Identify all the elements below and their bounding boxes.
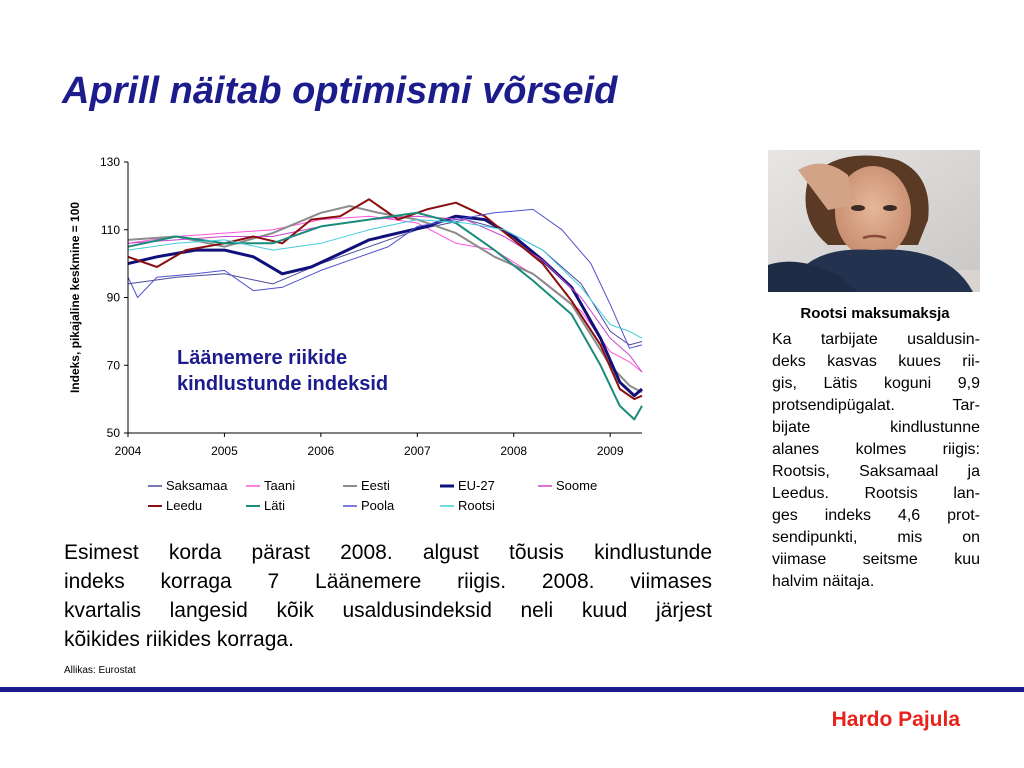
author-name: Hardo Pajula xyxy=(831,708,960,731)
x-tick-label: 2007 xyxy=(404,444,431,458)
body-line: kvartalis langesid kõik usaldusindeksid … xyxy=(64,599,712,622)
legend-label: Taani xyxy=(264,478,295,493)
caption-line: protsendipügalat. Tar- xyxy=(772,397,980,414)
photo-worried-woman xyxy=(768,150,980,292)
legend-label: Soome xyxy=(556,478,597,493)
source-note: Allikas: Eurostat xyxy=(64,665,136,676)
axes: 50 70 90 110 130 2004 2005 2006 2007 2008 2009 xyxy=(100,155,642,458)
body-line: Esimest korda pärast 2008. algust tõusis… xyxy=(64,541,712,564)
body-paragraph: Esimest korda pärast 2008. algust tõusis… xyxy=(64,538,712,654)
y-tick-label: 110 xyxy=(101,223,120,237)
series-line-soome xyxy=(127,215,643,373)
y-tick-label: 90 xyxy=(107,291,121,305)
legend-label: Eesti xyxy=(361,478,390,493)
legend-label: Poola xyxy=(361,498,395,513)
x-tick-label: 2008 xyxy=(500,444,527,458)
x-tick-label: 2009 xyxy=(597,444,624,458)
caption-line: ges indeks 4,6 prot- xyxy=(772,507,980,524)
photo-caption-text: Ka tarbijate usaldusin-deks kasvas kuues… xyxy=(772,329,980,593)
chart-title: Läänemere riikide kindlustunde indeksid xyxy=(177,347,388,395)
caption-line: gis, Lätis koguni 9,9 xyxy=(772,375,980,392)
plot-area xyxy=(127,198,643,421)
caption-line: viimase seitsme kuu xyxy=(772,551,980,568)
y-tick-label: 130 xyxy=(100,155,120,169)
chart-title-line: Läänemere riikide xyxy=(177,347,347,369)
footer-divider xyxy=(0,687,1024,692)
chart-title-line: kindlustunde indeksid xyxy=(177,373,388,395)
caption-line: halvim näitaja. xyxy=(772,573,875,590)
caption-line: Ka tarbijate usaldusin- xyxy=(772,331,980,348)
slide-title: Aprill näitab optimismi võrseid xyxy=(62,70,618,112)
series-line-taani xyxy=(127,215,643,373)
x-tick-label: 2005 xyxy=(211,444,238,458)
body-line: indeks korraga 7 Läänemere riigis. 2008.… xyxy=(64,570,712,593)
caption-line: deks kasvas kuues rii- xyxy=(772,353,980,370)
legend: Saksamaa Taani Eesti EU-27 Soome Leedu Läti Poo… xyxy=(148,478,597,513)
legend-label: Läti xyxy=(264,498,285,513)
series-line-poola xyxy=(127,208,643,349)
caption-line: sendipunkti, mis on xyxy=(772,529,980,546)
legend-label: Saksamaa xyxy=(166,478,228,493)
legend-label: Leedu xyxy=(166,498,202,513)
y-axis-label: Indeks, pikajaline keskmine = 100 xyxy=(68,202,82,393)
y-tick-label: 50 xyxy=(107,426,121,440)
caption-line: alanes kolmes riigis: xyxy=(772,441,980,458)
photo-caption-title: Rootsi maksumaksja xyxy=(800,305,950,322)
caption-line: Leedus. Rootsis lan- xyxy=(772,485,980,502)
x-tick-label: 2006 xyxy=(308,444,335,458)
confidence-index-chart: 50 70 90 110 130 2004 2005 2006 2007 2008 2009 Sak… xyxy=(68,155,643,513)
series-line-leedu xyxy=(127,198,643,401)
series-line-rootsi xyxy=(127,219,643,339)
legend-label: Rootsi xyxy=(458,498,495,513)
legend-label: EU-27 xyxy=(458,478,495,493)
y-tick-label: 70 xyxy=(107,358,121,372)
caption-line: bijate kindlustunne xyxy=(772,419,980,436)
caption-line: Rootsis, Saksamaal ja xyxy=(772,463,980,480)
body-line: kõikides riikides korraga. xyxy=(64,628,294,651)
x-tick-label: 2004 xyxy=(115,444,142,458)
